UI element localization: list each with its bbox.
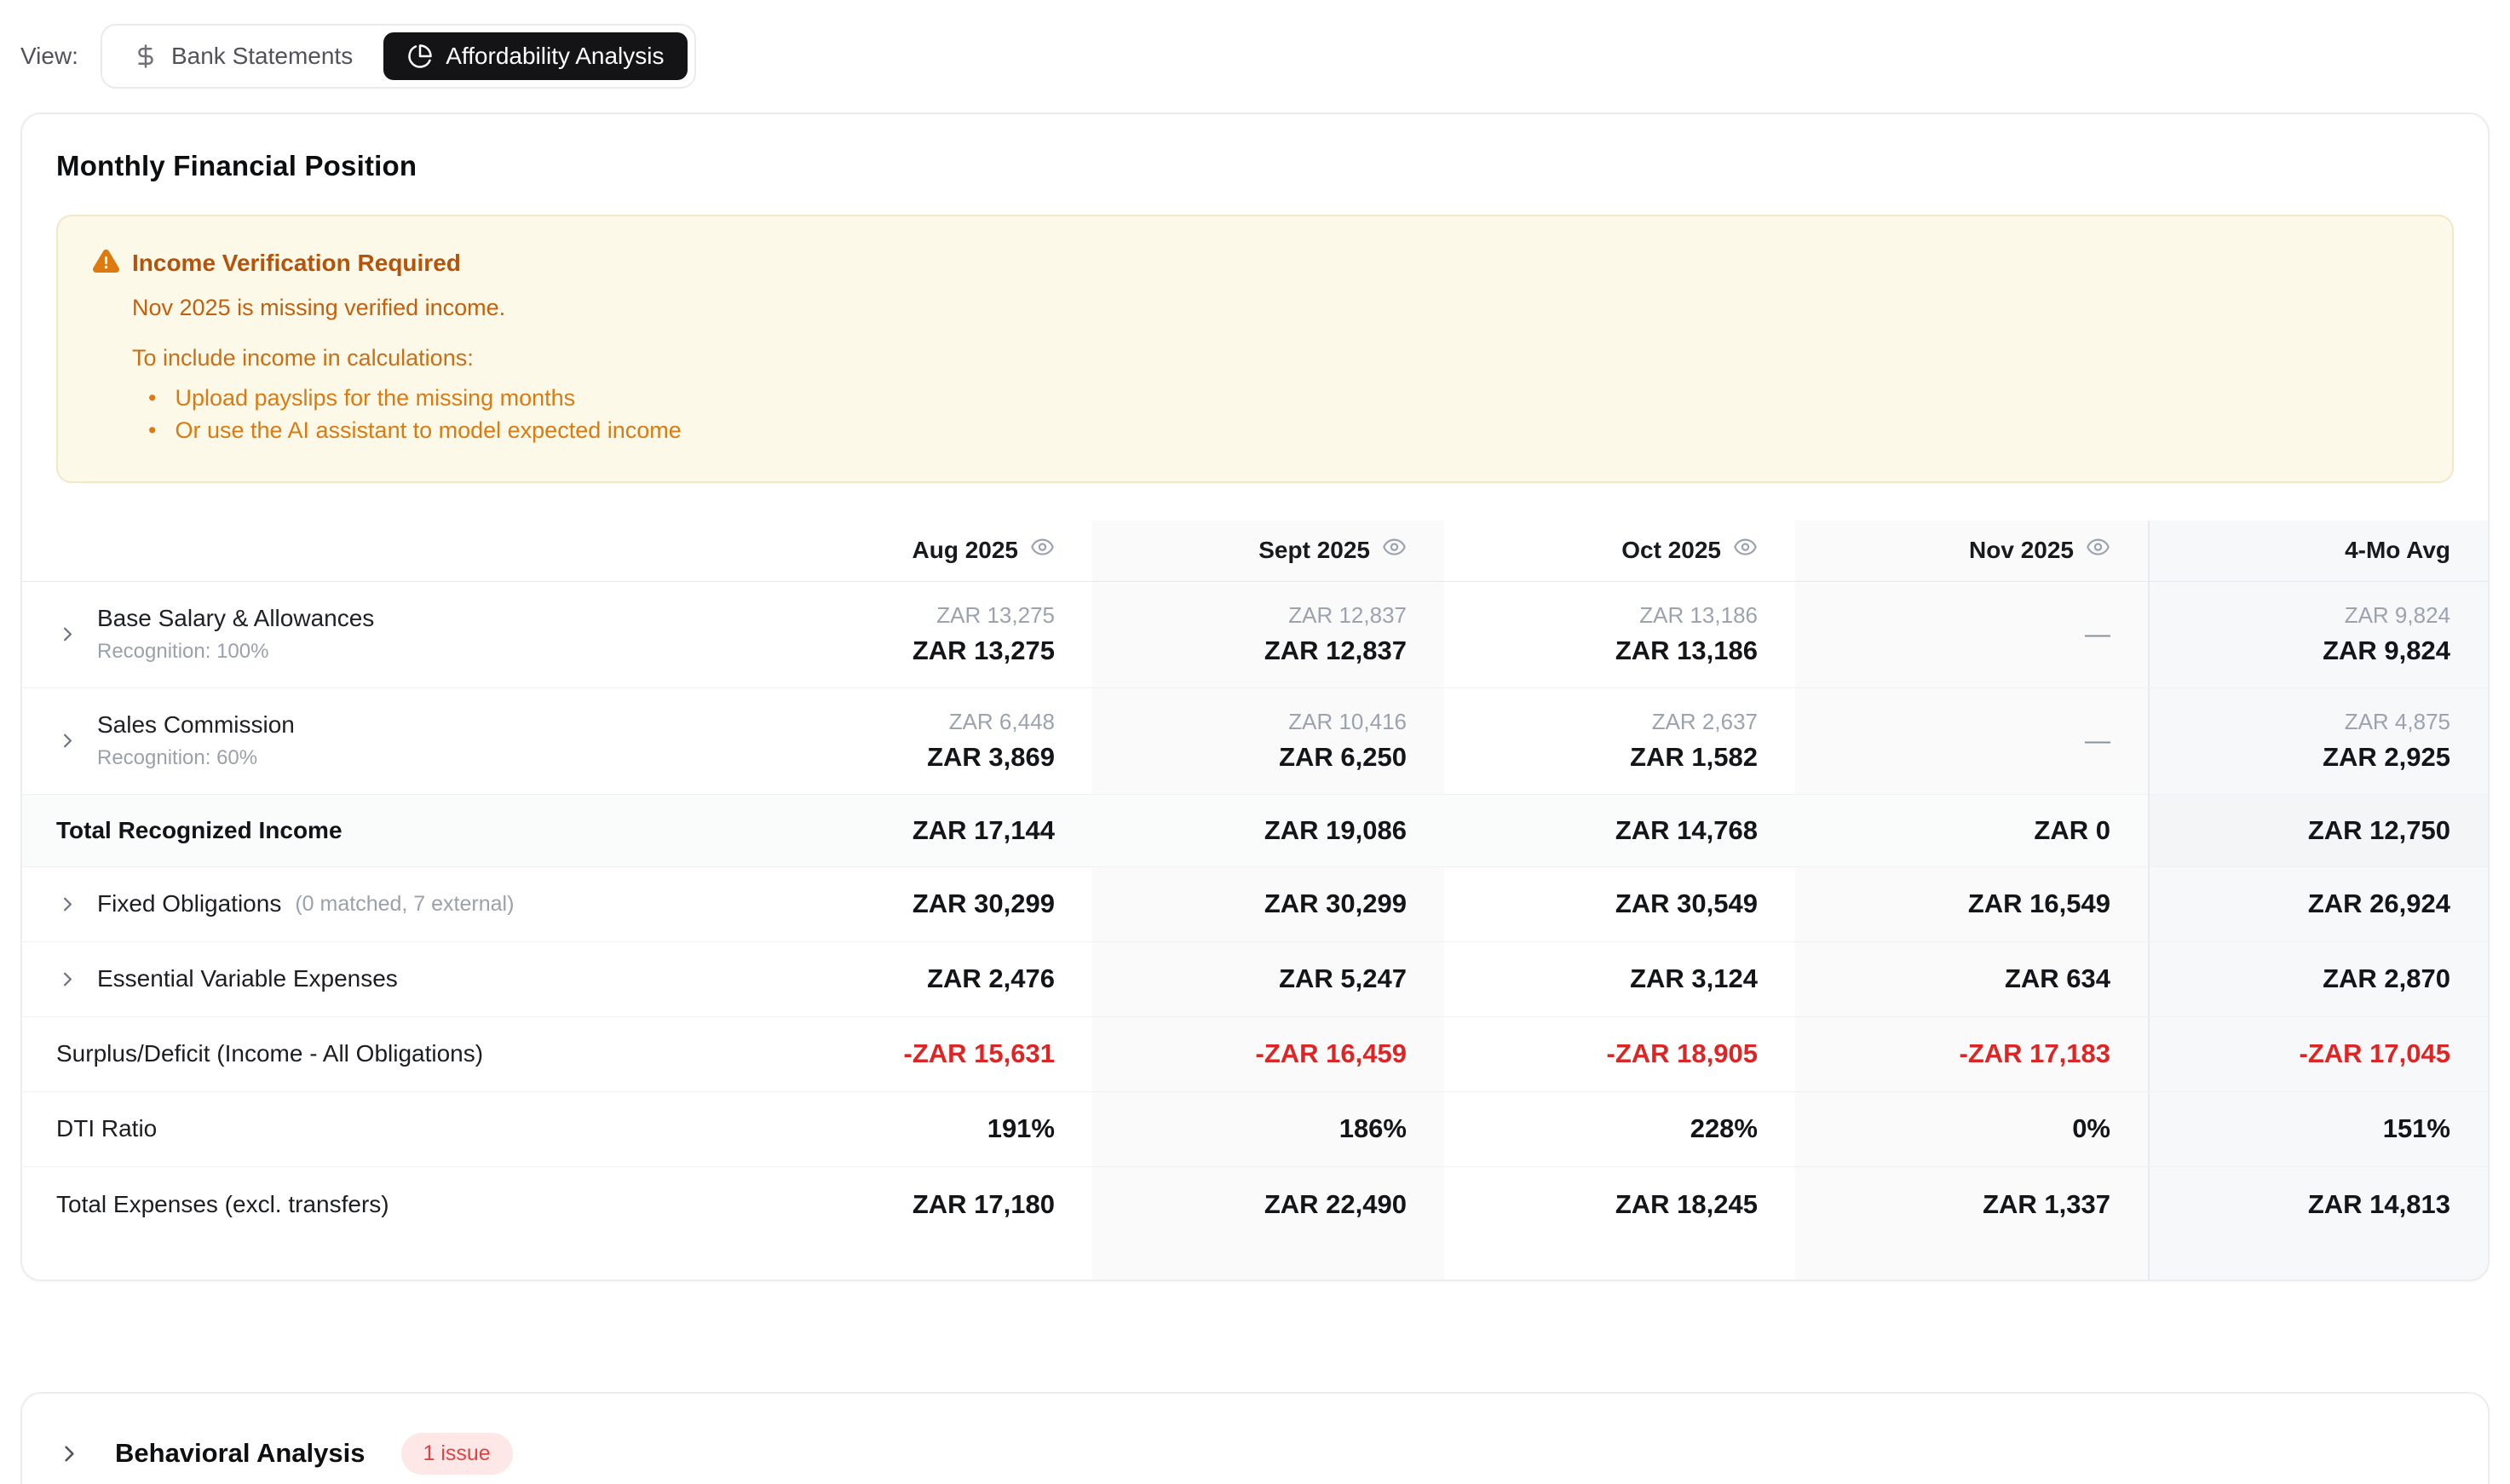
cell-surplus-avg: -ZAR 17,045 [2148,1016,2488,1091]
cell-essential-oct: ZAR 3,124 [1630,963,1758,994]
warning-bullet-list: Upload payslips for the missing months O… [148,382,2418,447]
cell-sales-commission-nov: — [1795,687,2148,794]
view-switcher-bar: View: Bank Statements Affordability Anal… [0,0,2510,89]
table-row-dti-ratio: DTI Ratio 191% 186% 228% 0% 151% [22,1091,2488,1167]
cell-essential-avg: ZAR 2,870 [2148,941,2488,1016]
dollar-icon [133,43,158,69]
cell-sales-commission-aug: ZAR 6,448 ZAR 3,869 [927,709,1055,773]
cell-fixed-obligations-oct: ZAR 30,549 [1615,889,1758,919]
column-header-nov-2025: Nov 2025 [1795,520,2148,581]
chevron-right-icon [56,1441,83,1467]
row-label-surplus-deficit: Surplus/Deficit (Income - All Obligation… [56,1040,484,1067]
pie-chart-icon [407,43,433,69]
cell-essential-nov: ZAR 634 [1795,941,2148,1016]
chevron-right-icon [56,729,79,752]
row-label-total-expenses: Total Expenses (excl. transfers) [56,1190,389,1217]
column-header-4mo-avg: 4-Mo Avg [2148,520,2488,581]
tab-affordability-analysis-label: Affordability Analysis [446,43,665,69]
warning-bullet: Or use the AI assistant to model expecte… [148,414,2418,446]
cell-total-expenses-oct: ZAR 18,245 [1615,1188,1758,1219]
table-header-row: Aug 2025 Sept 2025 Oct 2025 Nov 2025 [22,520,2488,582]
cell-base-salary-sept: ZAR 12,837 ZAR 12,837 [1092,581,1444,687]
issue-count-badge: 1 issue [400,1432,513,1475]
eye-icon[interactable] [1733,535,1758,566]
row-label-total-recognized-income: Total Recognized Income [56,816,343,843]
cell-dti-aug: 191% [987,1113,1055,1144]
cell-fixed-obligations-aug: ZAR 30,299 [912,889,1055,919]
warning-message: Nov 2025 is missing verified income. [132,295,506,320]
behavioral-analysis-section[interactable]: Behavioral Analysis 1 issue [20,1391,2490,1484]
cell-base-salary-nov: — [1795,581,2148,687]
tab-affordability-analysis[interactable]: Affordability Analysis [383,32,688,80]
warning-triangle-icon [92,247,120,279]
eye-icon[interactable] [2086,535,2110,566]
view-label: View: [20,43,78,69]
cell-sales-commission-sept: ZAR 10,416 ZAR 6,250 [1092,687,1444,794]
table-row-base-salary: Base Salary & Allowances Recognition: 10… [22,581,2488,688]
recognition-note: Recognition: 60% [97,746,258,770]
chevron-right-icon [56,893,79,916]
row-label-essential-variable-expenses[interactable]: Essential Variable Expenses [22,942,740,1016]
cell-surplus-aug: -ZAR 15,631 [903,1038,1055,1069]
cell-fixed-obligations-nov: ZAR 16,549 [1795,866,2148,941]
cell-surplus-oct: -ZAR 18,905 [1606,1038,1758,1069]
cell-sales-commission-avg: ZAR 4,875 ZAR 2,925 [2148,687,2488,794]
monthly-position-table: Aug 2025 Sept 2025 Oct 2025 Nov 2025 [22,520,2488,1280]
cell-total-expenses-sept: ZAR 22,490 [1092,1166,1444,1242]
cell-dti-oct: 228% [1690,1113,1758,1144]
warning-bullet: Upload payslips for the missing months [148,382,2418,414]
cell-total-income-aug: ZAR 17,144 [740,794,1092,866]
cell-surplus-nov: -ZAR 17,183 [1795,1016,2148,1091]
chevron-right-icon [56,968,79,991]
column-header-oct-2025: Oct 2025 [1444,521,1795,581]
cell-total-expenses-avg: ZAR 14,813 [2148,1166,2488,1242]
table-row-total-recognized-income: Total Recognized Income ZAR 17,144 ZAR 1… [22,794,2488,867]
warning-instructions-intro: To include income in calculations: [132,345,474,371]
column-header-sept-2025: Sept 2025 [1092,520,1444,581]
cell-dti-sept: 186% [1092,1091,1444,1166]
page-title: Monthly Financial Position [56,150,417,181]
row-label-fixed-obligations[interactable]: Fixed Obligations (0 matched, 7 external… [22,867,740,941]
income-verification-warning: Income Verification Required Nov 2025 is… [56,215,2454,483]
cell-sales-commission-oct: ZAR 2,637 ZAR 1,582 [1630,709,1758,773]
row-label-base-salary[interactable]: Base Salary & Allowances Recognition: 10… [22,582,740,687]
table-row-fixed-obligations: Fixed Obligations (0 matched, 7 external… [22,866,2488,942]
cell-essential-sept: ZAR 5,247 [1092,941,1444,1016]
cell-essential-aug: ZAR 2,476 [927,963,1055,994]
cell-dti-nov: 0% [1795,1091,2148,1166]
eye-icon[interactable] [1030,535,1055,566]
warning-title: Income Verification Required [132,250,461,276]
cell-base-salary-oct: ZAR 13,186 ZAR 13,186 [1615,602,1758,666]
table-row-sales-commission: Sales Commission Recognition: 60% ZAR 6,… [22,687,2488,795]
behavioral-analysis-title: Behavioral Analysis [115,1438,366,1469]
cell-total-expenses-aug: ZAR 17,180 [912,1188,1055,1219]
cell-surplus-sept: -ZAR 16,459 [1092,1016,1444,1091]
cell-base-salary-aug: ZAR 13,275 ZAR 13,275 [912,602,1055,666]
eye-icon[interactable] [1382,535,1407,566]
view-segmented-control: Bank Statements Affordability Analysis [100,24,697,89]
tab-bank-statements[interactable]: Bank Statements [109,32,377,80]
table-bottom-padding [22,1241,2488,1280]
cell-total-expenses-nov: ZAR 1,337 [1795,1166,2148,1242]
cell-total-income-oct: ZAR 14,768 [1444,794,1795,866]
cell-total-income-sept: ZAR 19,086 [1092,794,1444,866]
row-label-sales-commission[interactable]: Sales Commission Recognition: 60% [22,688,740,794]
cell-dti-avg: 151% [2148,1091,2488,1166]
table-row-essential-variable-expenses: Essential Variable Expenses ZAR 2,476 ZA… [22,941,2488,1017]
cell-total-income-avg: ZAR 12,750 [2148,794,2488,866]
cell-fixed-obligations-avg: ZAR 26,924 [2148,866,2488,941]
cell-fixed-obligations-sept: ZAR 30,299 [1092,866,1444,941]
cell-total-income-nov: ZAR 0 [1795,794,2148,866]
cell-base-salary-avg: ZAR 9,824 ZAR 9,824 [2148,581,2488,687]
row-label-dti-ratio: DTI Ratio [56,1115,158,1142]
match-note: (0 matched, 7 external) [295,891,515,916]
column-header-aug-2025: Aug 2025 [740,521,1092,581]
monthly-financial-position-card: Monthly Financial Position Income Verifi… [20,112,2490,1281]
table-row-total-expenses: Total Expenses (excl. transfers) ZAR 17,… [22,1166,2488,1242]
recognition-note: Recognition: 100% [97,640,269,664]
chevron-right-icon [56,623,79,646]
tab-bank-statements-label: Bank Statements [170,43,354,69]
header-spacer [22,521,740,581]
table-row-surplus-deficit: Surplus/Deficit (Income - All Obligation… [22,1016,2488,1092]
